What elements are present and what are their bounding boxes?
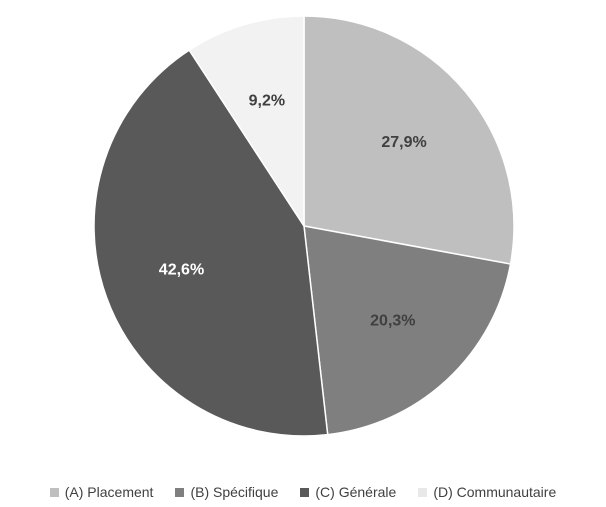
pie-chart-svg: 27,9% 20,3% 42,6% 9,2%	[93, 15, 515, 437]
legend-label: (D) Communautaire	[433, 484, 557, 500]
pie-slice-a-placement	[303, 15, 515, 265]
data-label-a-placement: 27,9%	[381, 134, 426, 151]
legend-label: (C) Générale	[315, 484, 397, 500]
legend-swatch	[49, 487, 59, 497]
data-label-c-generale: 42,6%	[159, 261, 204, 278]
legend-item-d-communautaire: (D) Communautaire	[418, 484, 556, 500]
legend-swatch	[300, 487, 310, 497]
legend-label: (B) Spécifique	[190, 484, 279, 500]
pie-slice-d-communautaire	[188, 15, 305, 229]
pie-slice-c-generale	[93, 49, 329, 437]
legend-swatch	[175, 487, 185, 497]
data-label-d-communautaire: 9,2%	[249, 92, 285, 109]
legend-item-c-generale: (C) Générale	[300, 484, 396, 500]
legend-swatch	[418, 487, 428, 497]
legend: (A) Placement (B) Spécifique (C) Générale (…	[0, 481, 606, 503]
legend-item-a-placement: (A) Placement	[49, 484, 154, 500]
legend-label: (A) Placement	[64, 484, 154, 500]
legend-item-b-specifique: (B) Spécifique	[175, 484, 278, 500]
pie-slice-b-specifique	[303, 225, 512, 436]
data-label-b-specifique: 20,3%	[370, 312, 415, 329]
